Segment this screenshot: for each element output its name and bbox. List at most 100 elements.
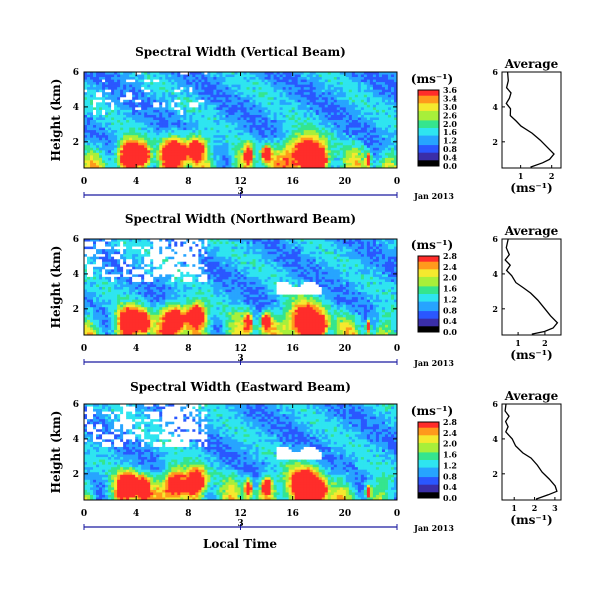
heatmap-cell bbox=[144, 284, 148, 288]
heatmap-cell bbox=[198, 112, 202, 116]
heatmap-cell bbox=[162, 147, 166, 151]
heatmap-cell bbox=[363, 137, 368, 141]
heatmap-cell bbox=[234, 120, 238, 123]
heatmap-cell bbox=[126, 287, 130, 290]
heatmap-cell bbox=[279, 137, 284, 141]
heatmap-cell bbox=[117, 276, 121, 280]
heatmap-cell bbox=[306, 107, 311, 111]
heatmap-cell bbox=[249, 152, 253, 156]
heatmap-cell bbox=[120, 77, 124, 80]
heatmap-cell bbox=[198, 92, 202, 96]
heatmap-cell bbox=[303, 122, 308, 126]
heatmap-cell bbox=[378, 74, 383, 78]
heatmap-cell bbox=[93, 84, 97, 88]
heatmap-cell bbox=[135, 287, 139, 290]
heatmap-cell bbox=[324, 89, 329, 93]
heatmap-cell bbox=[339, 157, 344, 161]
heatmap-cell bbox=[303, 155, 308, 159]
heatmap-cell bbox=[354, 140, 359, 144]
heatmap-cell bbox=[225, 157, 229, 161]
heatmap-cell bbox=[156, 244, 160, 247]
heatmap-cell bbox=[90, 324, 94, 328]
heatmap-cell bbox=[132, 274, 136, 278]
heatmap-cell bbox=[393, 127, 398, 131]
heatmap-cell bbox=[285, 94, 290, 98]
heatmap-cell bbox=[177, 162, 181, 166]
heatmap-cell bbox=[135, 324, 139, 328]
heatmap-cell bbox=[288, 140, 293, 144]
heatmap-cell bbox=[351, 147, 356, 151]
heatmap-cell bbox=[111, 104, 115, 108]
heatmap-cell bbox=[162, 94, 166, 98]
heatmap-cell bbox=[138, 324, 142, 328]
heatmap-cell bbox=[120, 279, 124, 283]
heatmap-cell bbox=[102, 274, 106, 278]
heatmap-cell bbox=[270, 114, 275, 118]
heatmap-cell bbox=[126, 312, 130, 316]
heatmap-cell bbox=[153, 135, 157, 139]
heatmap-cell bbox=[318, 112, 323, 116]
heatmap-cell bbox=[294, 125, 299, 128]
heatmap-cell bbox=[315, 130, 320, 134]
heatmap-cell bbox=[183, 87, 187, 91]
heatmap-cell bbox=[99, 249, 103, 253]
heatmap-cell bbox=[123, 281, 127, 285]
heatmap-cell bbox=[312, 132, 317, 136]
heatmap-cell bbox=[117, 249, 121, 253]
heatmap-cell bbox=[120, 162, 124, 166]
heatmap-cell bbox=[354, 107, 359, 111]
heatmap-cell bbox=[315, 102, 320, 106]
heatmap-cell bbox=[156, 261, 160, 265]
heatmap-cell bbox=[96, 266, 100, 270]
heatmap-cell bbox=[108, 254, 112, 258]
heatmap-cell bbox=[84, 246, 88, 250]
heatmap-cell bbox=[225, 152, 229, 156]
heatmap-cell bbox=[96, 287, 100, 290]
heatmap-cell bbox=[135, 297, 139, 301]
heatmap-cell bbox=[318, 160, 323, 164]
heatmap-cell bbox=[90, 72, 94, 75]
heatmap-cell bbox=[120, 309, 124, 313]
heatmap-cell bbox=[105, 246, 109, 250]
heatmap-cell bbox=[291, 140, 296, 144]
heatmap-cell bbox=[387, 114, 392, 118]
heatmap-cell bbox=[315, 157, 320, 161]
heatmap-cell bbox=[294, 135, 299, 139]
heatmap-cell bbox=[84, 266, 88, 270]
heatmap-cell bbox=[318, 140, 323, 144]
heatmap-cell bbox=[381, 82, 386, 86]
heatmap-cell bbox=[87, 102, 91, 106]
heatmap-cell bbox=[177, 72, 181, 75]
heatmap-cell bbox=[90, 120, 94, 123]
heatmap-cell bbox=[117, 92, 121, 96]
heatmap-cell bbox=[249, 102, 253, 106]
heatmap-cell bbox=[321, 155, 326, 159]
heatmap-cell bbox=[360, 97, 365, 101]
heatmap-cell bbox=[348, 89, 353, 93]
heatmap-cell bbox=[105, 276, 109, 280]
heatmap-cell bbox=[114, 332, 118, 336]
heatmap-cell bbox=[315, 82, 320, 86]
heatmap-cell bbox=[342, 145, 347, 149]
heatmap-cell bbox=[216, 89, 220, 93]
heatmap-cell bbox=[147, 241, 151, 245]
heatmap-cell bbox=[186, 92, 190, 96]
heatmap-cell bbox=[111, 289, 115, 293]
heatmap-cell bbox=[390, 152, 395, 156]
heatmap-cell bbox=[324, 120, 329, 123]
heatmap-cell bbox=[309, 79, 314, 83]
heatmap-cell bbox=[222, 92, 226, 96]
heatmap-cell bbox=[234, 77, 238, 80]
heatmap-cell bbox=[369, 142, 374, 146]
heatmap-cell bbox=[279, 102, 284, 106]
heatmap-cell bbox=[156, 239, 160, 242]
heatmap-cell bbox=[237, 74, 241, 78]
heatmap-cell bbox=[84, 135, 88, 139]
heatmap-cell bbox=[84, 77, 88, 80]
heatmap-cell bbox=[324, 162, 329, 166]
heatmap-cell bbox=[135, 82, 139, 86]
heatmap-cell bbox=[282, 127, 287, 131]
heatmap-cell bbox=[153, 147, 157, 151]
heatmap-cell bbox=[168, 140, 172, 144]
heatmap-cell bbox=[90, 299, 94, 303]
